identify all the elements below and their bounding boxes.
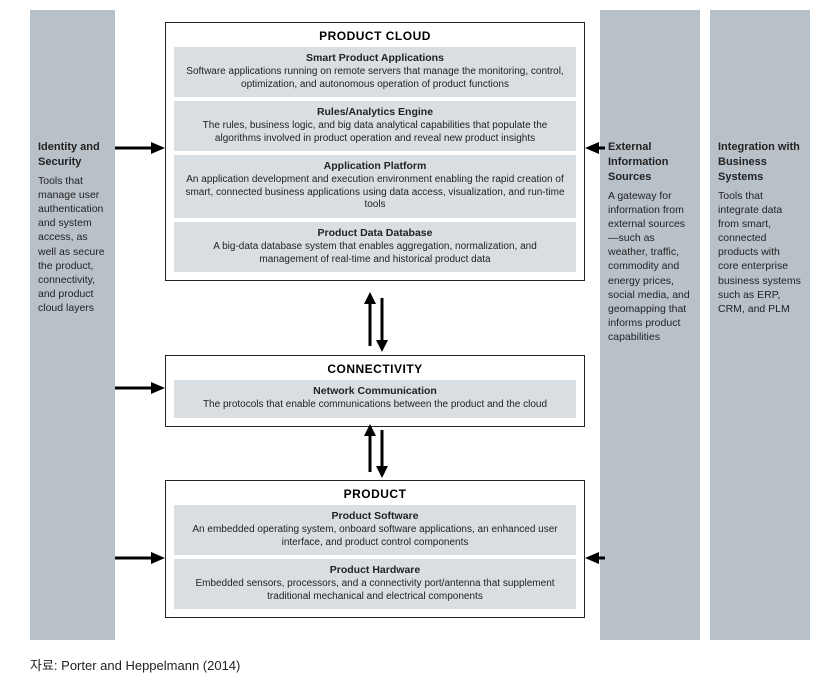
layer-db-title: Product Data Database	[184, 227, 566, 240]
layer-phw-body: Embedded sensors, processors, and a conn…	[195, 578, 554, 602]
block-product-title: PRODUCT	[174, 487, 576, 501]
layer-product-software: Product Software An embedded operating s…	[174, 505, 576, 555]
pillar-identity-title: Identity and Security	[38, 140, 107, 170]
layer-db-body: A big-data database system that enables …	[213, 241, 537, 265]
layer-netcom-title: Network Communication	[184, 385, 566, 398]
layer-appplat-body: An application development and execution…	[185, 174, 564, 210]
layer-smart-apps-title: Smart Product Applications	[184, 52, 566, 65]
layer-netcom-body: The protocols that enable communications…	[203, 399, 547, 410]
block-connectivity-title: CONNECTIVITY	[174, 362, 576, 376]
block-connectivity: CONNECTIVITY Network Communication The p…	[165, 355, 585, 427]
arrow-identity-to-cloud	[115, 140, 165, 156]
layer-network-comm: Network Communication The protocols that…	[174, 380, 576, 418]
pillar-integration-title: Integration with Business Systems	[718, 140, 802, 185]
diagram-root: Identity and Security Tools that manage …	[30, 10, 810, 640]
arrow-identity-to-connectivity	[115, 380, 165, 396]
pillar-identity-body: Tools that manage user authentication an…	[38, 174, 107, 316]
layer-phw-title: Product Hardware	[184, 564, 566, 577]
pillar-integration: Integration with Business Systems Tools …	[710, 10, 810, 640]
arrow-connectivity-product	[360, 424, 390, 478]
pillar-external-body: A gateway for information from external …	[608, 189, 692, 345]
layer-psw-body: An embedded operating system, onboard so…	[192, 524, 557, 548]
arrow-external-to-product	[585, 550, 605, 566]
layer-psw-title: Product Software	[184, 510, 566, 523]
arrow-cloud-connectivity	[360, 292, 390, 352]
citation-text: 자료: Porter and Heppelmann (2014)	[30, 655, 240, 674]
layer-product-hardware: Product Hardware Embedded sensors, proce…	[174, 559, 576, 609]
arrow-external-to-cloud	[585, 140, 605, 156]
layer-rules-body: The rules, business logic, and big data …	[203, 120, 548, 144]
pillar-integration-body: Tools that integrate data from smart, co…	[718, 189, 802, 317]
pillar-identity-security: Identity and Security Tools that manage …	[30, 10, 115, 640]
block-cloud-title: PRODUCT CLOUD	[174, 29, 576, 43]
pillar-external-sources: External Information Sources A gateway f…	[600, 10, 700, 640]
layer-rules-title: Rules/Analytics Engine	[184, 106, 566, 119]
layer-rules-engine: Rules/Analytics Engine The rules, busine…	[174, 101, 576, 151]
layer-smart-apps: Smart Product Applications Software appl…	[174, 47, 576, 97]
block-product: PRODUCT Product Software An embedded ope…	[165, 480, 585, 618]
pillar-external-title: External Information Sources	[608, 140, 692, 185]
layer-appplat-title: Application Platform	[184, 160, 566, 173]
block-product-cloud: PRODUCT CLOUD Smart Product Applications…	[165, 22, 585, 281]
layer-product-db: Product Data Database A big-data databas…	[174, 222, 576, 272]
arrow-identity-to-product	[115, 550, 165, 566]
layer-app-platform: Application Platform An application deve…	[174, 155, 576, 218]
layer-smart-apps-body: Software applications running on remote …	[186, 66, 563, 90]
